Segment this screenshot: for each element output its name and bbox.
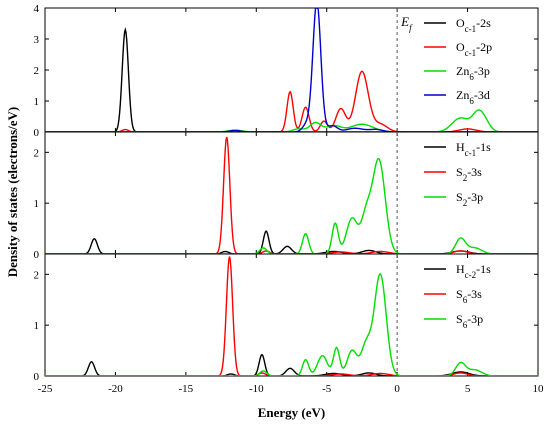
x-tick-label: -5 xyxy=(322,383,332,395)
series-line xyxy=(45,157,538,254)
x-tick-label: -25 xyxy=(38,383,53,395)
y-tick-label: 1 xyxy=(34,96,40,108)
panel-3: 0 1 2 Hc-2-1s S6-3s S6-3p xyxy=(34,253,539,383)
legend-entry: Zn6-3p xyxy=(456,64,490,82)
legend-entry: Zn6-3d xyxy=(456,88,490,106)
x-tick-label: -15 xyxy=(179,383,194,395)
series-line xyxy=(45,27,538,132)
y-tick-label: 0 xyxy=(34,249,40,261)
x-tick-label: 5 xyxy=(465,383,471,395)
y-tick-label: 2 xyxy=(34,147,40,159)
y-tick-label: 3 xyxy=(34,34,40,46)
series-line xyxy=(45,70,538,132)
x-tick-label: -10 xyxy=(249,383,264,395)
series-line xyxy=(45,256,538,376)
legend-entry: Oc-1-2p xyxy=(456,40,492,58)
y-tick-label: 1 xyxy=(34,320,40,332)
series-line xyxy=(45,353,538,376)
x-axis-title: Energy (eV) xyxy=(258,405,326,420)
x-tick-label: 10 xyxy=(533,383,545,395)
panel-1: 0 1 2 3 4 Oc-1-2s Oc-1-2p Zn6-3p Zn6-3d Ef xyxy=(34,3,539,139)
fermi-level-label: Ef xyxy=(400,14,413,33)
y-tick-label: 4 xyxy=(34,3,40,15)
y-axis-title: Density of states (electrons/eV) xyxy=(5,107,20,278)
legend-entry: Hc-2-1s xyxy=(456,262,491,280)
legend-entry: Hc-1-1s xyxy=(456,140,491,158)
series-line xyxy=(45,272,538,376)
y-tick-label: 0 xyxy=(34,127,40,139)
series-line xyxy=(45,230,538,254)
y-tick-label: 2 xyxy=(34,269,40,281)
x-tick-label: 0 xyxy=(394,383,400,395)
panel-2: 0 1 2 Hc-1-1s S2-3s S2-3p xyxy=(34,131,539,261)
y-tick-label: 1 xyxy=(34,198,40,210)
y-tick-label: 0 xyxy=(34,371,40,383)
legend-entry: S2-3s xyxy=(456,165,482,183)
legend-entry: Oc-1-2s xyxy=(456,16,491,34)
y-tick-label: 2 xyxy=(34,65,40,77)
series-line xyxy=(45,109,538,132)
legend-entry: S2-3p xyxy=(456,190,483,208)
legend-entry: S6-3s xyxy=(456,287,482,305)
x-tick-label: -20 xyxy=(108,383,123,395)
series-line xyxy=(45,136,538,254)
legend-entry: S6-3p xyxy=(456,312,483,330)
